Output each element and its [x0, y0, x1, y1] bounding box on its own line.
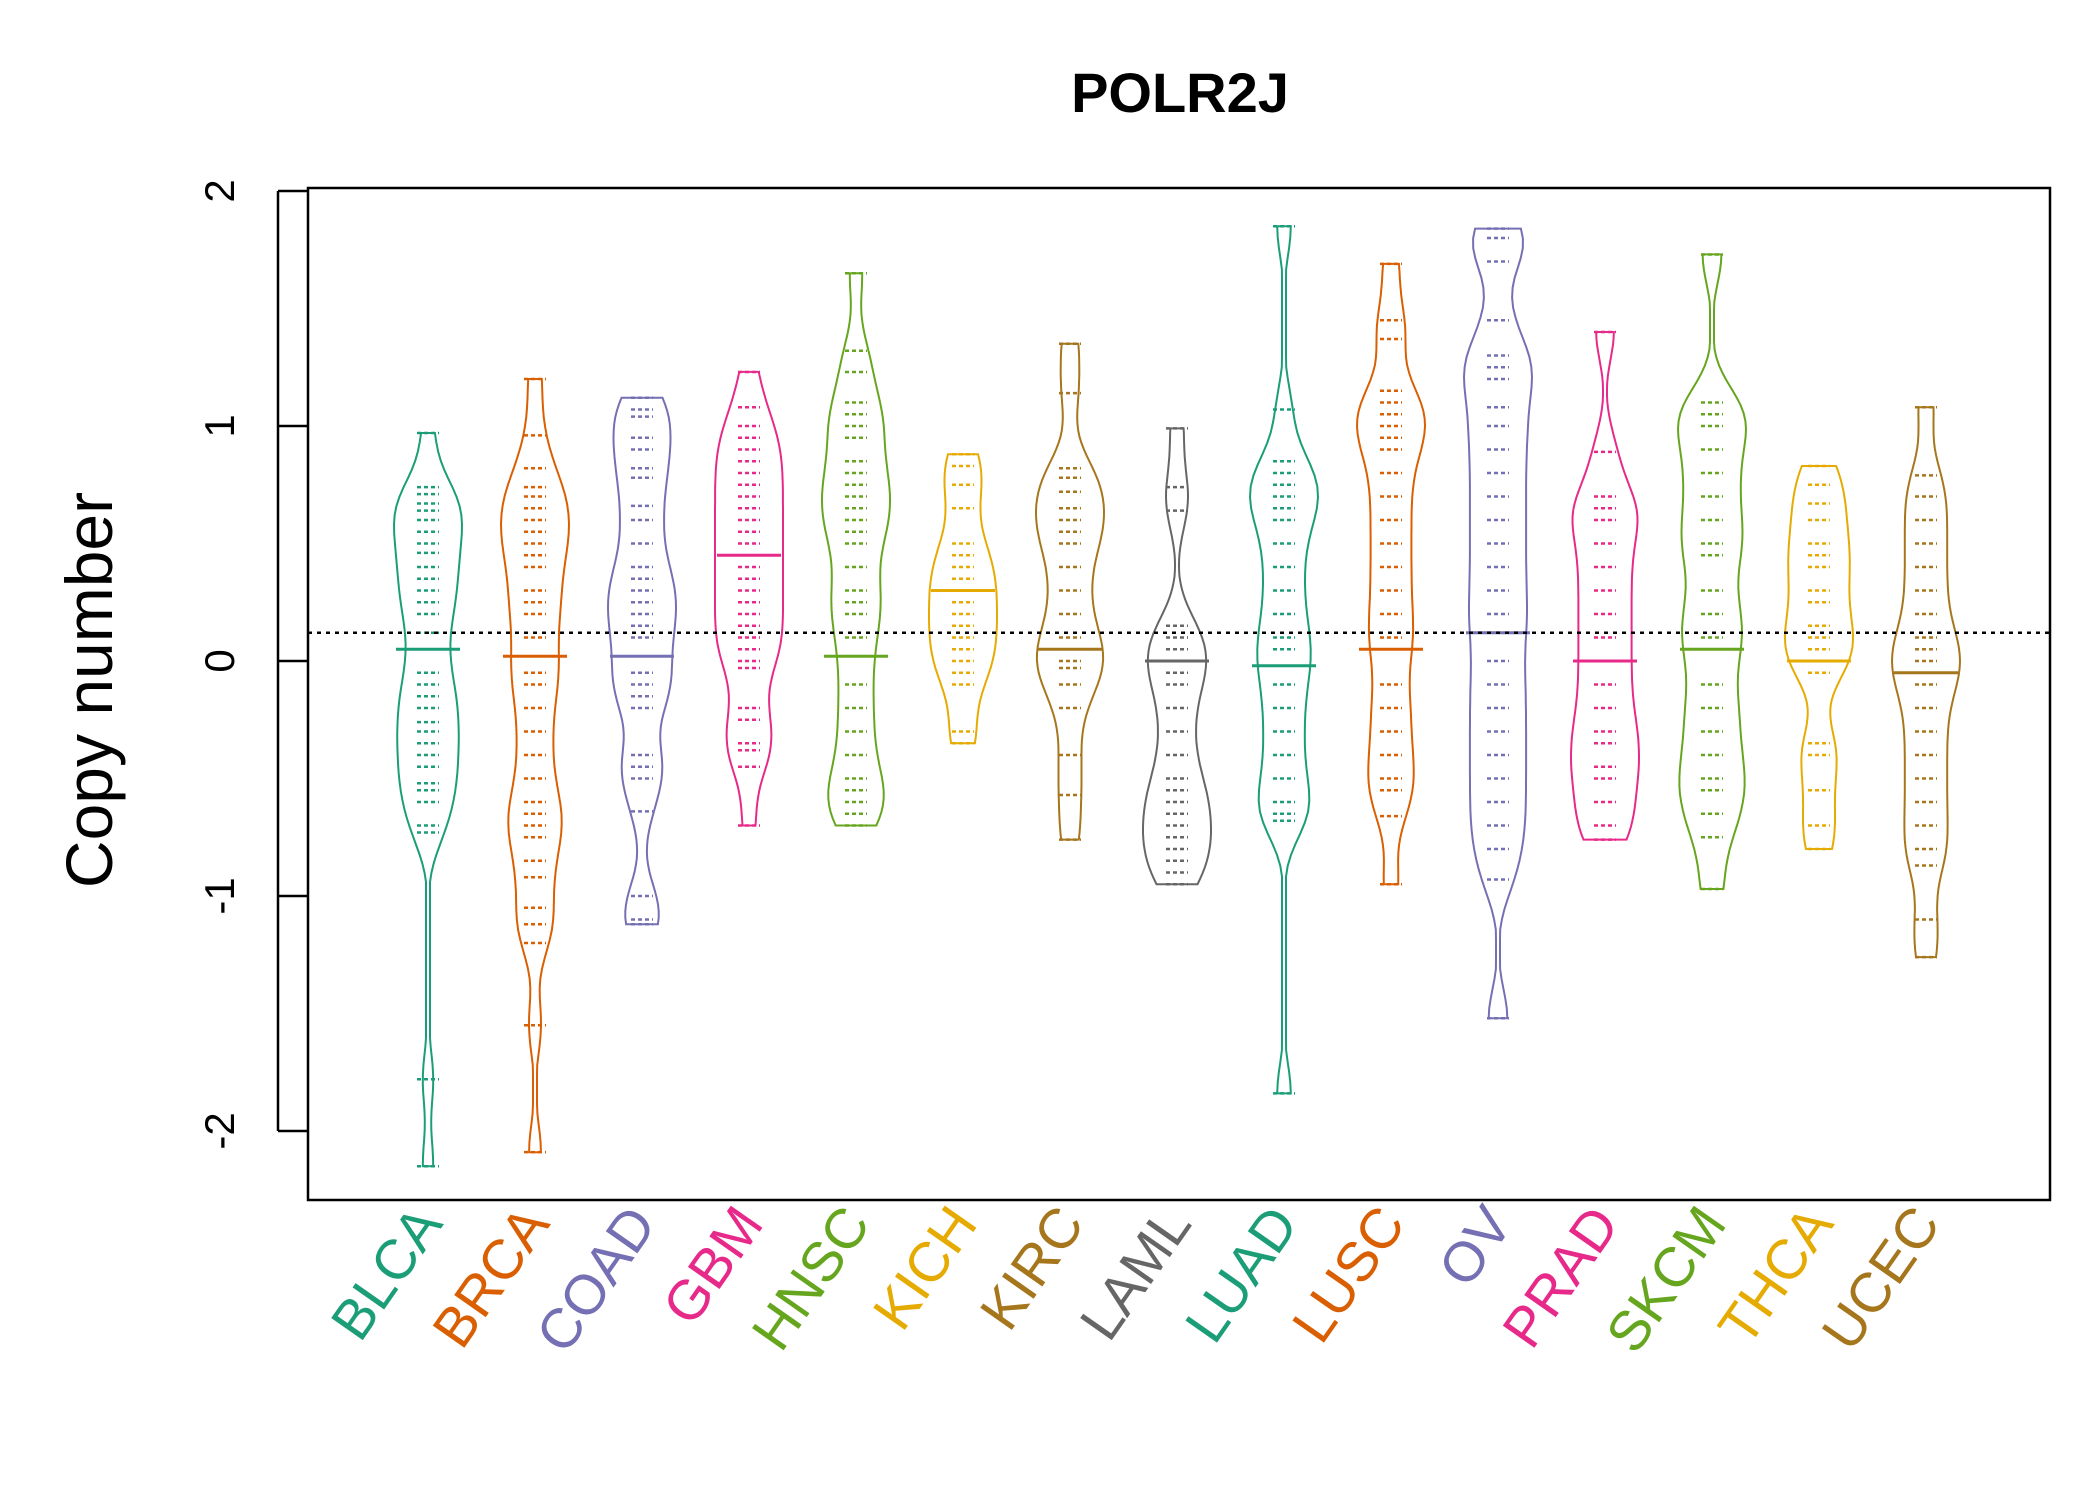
bean-prad [1569, 330, 1641, 841]
bean-outline [820, 272, 892, 827]
bean-outline [1783, 465, 1855, 850]
bean-ucec [1890, 405, 1962, 959]
beans-group [392, 225, 1962, 1168]
bean-gbm [714, 370, 784, 827]
bean-outline [1462, 227, 1534, 1020]
bean-brca [499, 377, 571, 1154]
bean-hnsc [820, 272, 892, 827]
y-tick-label: 1 [196, 414, 243, 437]
chart-title: POLR2J [1071, 61, 1289, 124]
bean-outline [606, 396, 678, 926]
y-tick-label: -1 [196, 877, 243, 914]
bean-outline [1248, 225, 1320, 1095]
bean-outline [1142, 427, 1212, 886]
bean-outline [499, 378, 571, 1154]
bean-outline [392, 432, 464, 1168]
bean-skcm [1676, 253, 1748, 891]
bean-ov [1462, 227, 1534, 1020]
y-axis: 2 1 0 -1 -2 [196, 179, 308, 1150]
bean-thca [1783, 464, 1855, 851]
y-axis-label: Copy number [52, 492, 126, 888]
y-tick-label: 0 [196, 649, 243, 672]
bean-blca [392, 431, 464, 1168]
bean-coad [606, 396, 678, 926]
bean-laml [1142, 427, 1212, 886]
y-tick-label: 2 [196, 179, 243, 202]
bean-kirc [1034, 342, 1106, 841]
y-tick-label: -2 [196, 1112, 243, 1149]
plot-frame [306, 186, 2052, 1202]
bean-lusc [1355, 262, 1427, 886]
bean-luad [1248, 225, 1320, 1095]
bean-kich [928, 452, 998, 745]
bean-outline [928, 453, 998, 745]
